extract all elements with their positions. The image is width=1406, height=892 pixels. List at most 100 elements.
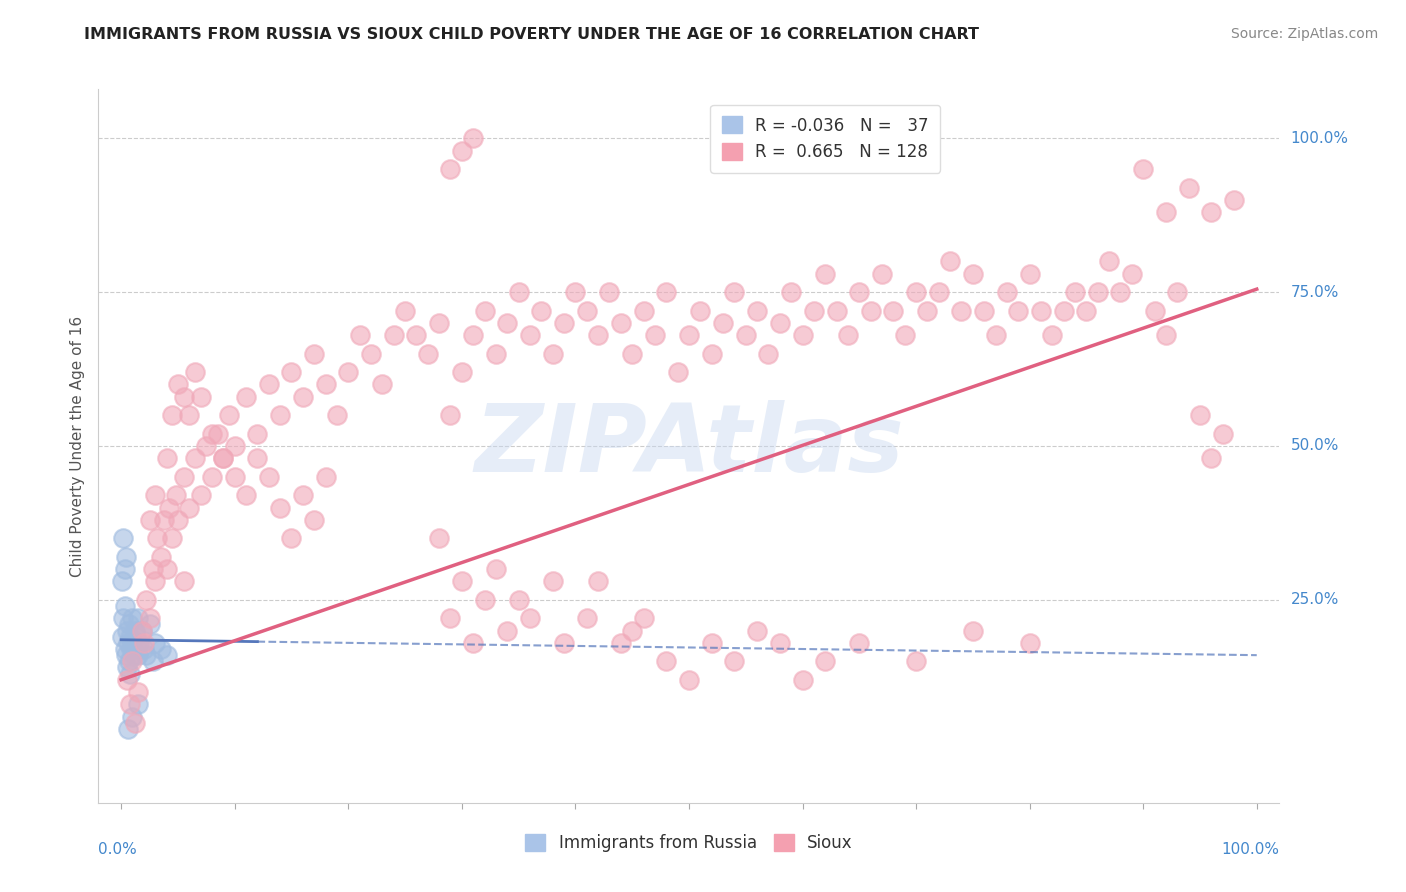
Point bbox=[598, 285, 620, 300]
Point bbox=[120, 642, 142, 657]
Point bbox=[917, 303, 939, 318]
Text: 75.0%: 75.0% bbox=[1291, 285, 1339, 300]
Point bbox=[633, 611, 655, 625]
Point bbox=[257, 377, 280, 392]
Point bbox=[128, 636, 150, 650]
Point bbox=[769, 636, 792, 650]
Point bbox=[984, 328, 1007, 343]
Point bbox=[1098, 254, 1121, 268]
Point bbox=[218, 409, 240, 423]
Point bbox=[439, 409, 461, 423]
Point bbox=[633, 303, 655, 318]
Point bbox=[644, 328, 666, 343]
Point bbox=[114, 648, 136, 662]
Point bbox=[1109, 285, 1132, 300]
Point bbox=[114, 642, 136, 657]
Point bbox=[496, 316, 519, 330]
Point bbox=[138, 513, 160, 527]
Point bbox=[302, 347, 325, 361]
Point bbox=[1201, 205, 1223, 219]
Text: 100.0%: 100.0% bbox=[1222, 842, 1279, 856]
Point bbox=[792, 328, 814, 343]
Point bbox=[848, 636, 870, 650]
Point bbox=[122, 648, 145, 662]
Point bbox=[162, 409, 183, 423]
Point bbox=[142, 562, 165, 576]
Point bbox=[678, 328, 700, 343]
Point bbox=[792, 673, 814, 687]
Point bbox=[1201, 451, 1223, 466]
Point bbox=[928, 285, 950, 300]
Point bbox=[112, 611, 135, 625]
Point bbox=[120, 698, 142, 712]
Point bbox=[224, 439, 246, 453]
Point bbox=[519, 328, 541, 343]
Point bbox=[117, 636, 139, 650]
Point bbox=[167, 377, 190, 392]
Point bbox=[201, 469, 224, 483]
Point bbox=[1154, 328, 1177, 343]
Point bbox=[173, 574, 195, 589]
Point bbox=[179, 500, 201, 515]
Point bbox=[870, 267, 893, 281]
Text: 25.0%: 25.0% bbox=[1291, 592, 1339, 607]
Point bbox=[1087, 285, 1109, 300]
Point bbox=[769, 316, 792, 330]
Point bbox=[153, 513, 176, 527]
Point bbox=[121, 611, 143, 625]
Point bbox=[167, 513, 190, 527]
Point bbox=[360, 347, 382, 361]
Point bbox=[394, 303, 416, 318]
Point bbox=[427, 531, 450, 545]
Point bbox=[132, 636, 155, 650]
Point bbox=[1212, 426, 1234, 441]
Point bbox=[905, 654, 928, 668]
Point bbox=[553, 636, 575, 650]
Point bbox=[1053, 303, 1076, 318]
Point bbox=[269, 500, 291, 515]
Point bbox=[553, 316, 575, 330]
Point bbox=[173, 469, 195, 483]
Point bbox=[121, 636, 143, 650]
Point bbox=[416, 347, 439, 361]
Point bbox=[125, 642, 148, 657]
Point bbox=[950, 303, 973, 318]
Point bbox=[195, 439, 218, 453]
Point bbox=[586, 574, 609, 589]
Point bbox=[115, 673, 138, 687]
Point bbox=[246, 451, 269, 466]
Point bbox=[973, 303, 995, 318]
Point bbox=[115, 624, 138, 638]
Y-axis label: Child Poverty Under the Age of 16: Child Poverty Under the Age of 16 bbox=[69, 316, 84, 576]
Point bbox=[114, 562, 136, 576]
Point bbox=[1007, 303, 1029, 318]
Point bbox=[474, 303, 496, 318]
Point bbox=[962, 624, 984, 638]
Point bbox=[723, 285, 745, 300]
Point bbox=[179, 409, 201, 423]
Point bbox=[439, 611, 461, 625]
Point bbox=[337, 365, 360, 379]
Point bbox=[117, 722, 139, 736]
Point bbox=[120, 666, 142, 681]
Point bbox=[146, 531, 169, 545]
Point bbox=[575, 611, 598, 625]
Point bbox=[450, 574, 472, 589]
Point bbox=[111, 574, 134, 589]
Point bbox=[112, 531, 135, 545]
Point bbox=[162, 531, 183, 545]
Point bbox=[463, 328, 485, 343]
Point bbox=[882, 303, 904, 318]
Point bbox=[825, 303, 848, 318]
Point bbox=[1177, 180, 1199, 194]
Point bbox=[541, 347, 564, 361]
Text: 0.0%: 0.0% bbox=[98, 842, 138, 856]
Point bbox=[711, 316, 734, 330]
Point bbox=[114, 599, 136, 613]
Point bbox=[689, 303, 711, 318]
Point bbox=[212, 451, 235, 466]
Point bbox=[1132, 162, 1154, 177]
Point bbox=[115, 660, 138, 674]
Point bbox=[114, 549, 136, 564]
Text: ZIPAtlas: ZIPAtlas bbox=[474, 400, 904, 492]
